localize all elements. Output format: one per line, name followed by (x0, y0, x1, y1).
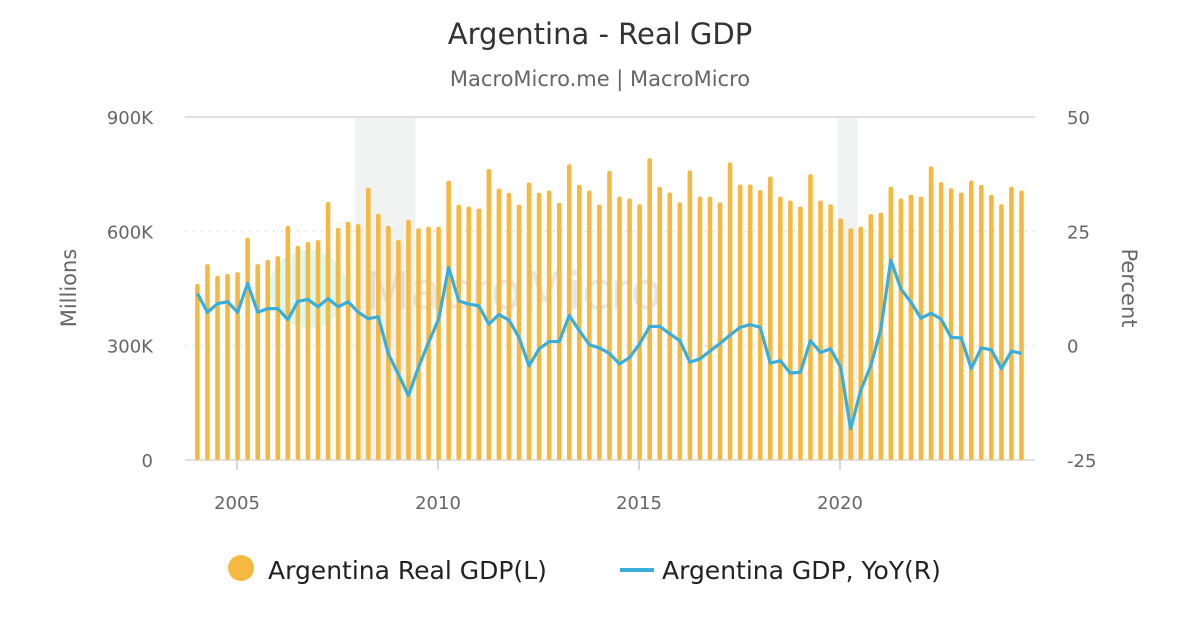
legend-label-yoy: Argentina GDP, YoY(R) (662, 556, 941, 585)
bar (999, 204, 1004, 460)
bar (899, 199, 904, 460)
bar (396, 240, 401, 460)
y-left-tick-label: 900K (107, 108, 154, 129)
bar (667, 192, 672, 460)
bar (567, 164, 572, 460)
bar (728, 162, 733, 460)
bar (356, 224, 361, 460)
bar (969, 181, 974, 460)
y-right-tick-label: 0 (1067, 337, 1078, 358)
legend-label-gdp: Argentina Real GDP(L) (268, 556, 547, 585)
y-right-tick-label: 50 (1067, 108, 1090, 129)
bar (477, 208, 482, 460)
chart-title: Argentina - Real GDP (448, 17, 752, 51)
bar (245, 238, 250, 460)
bar (758, 190, 763, 460)
bar (436, 227, 441, 460)
bar (949, 188, 954, 460)
bar (688, 170, 693, 460)
bar (788, 200, 793, 460)
bar (1009, 187, 1014, 460)
y-left-tick-label: 600K (107, 222, 154, 243)
bar (296, 246, 301, 460)
legend-item-yoy[interactable]: Argentina GDP, YoY(R) (620, 556, 941, 585)
x-tick-label: 2020 (817, 493, 863, 514)
bar (748, 184, 753, 460)
bar (808, 174, 813, 460)
chart-subtitle: MacroMicro.me | MacroMicro (450, 67, 750, 92)
bar (889, 187, 894, 460)
bar (637, 204, 642, 460)
bar (617, 197, 622, 460)
bar (698, 197, 703, 460)
x-tick-label: 2005 (214, 493, 260, 514)
bar (366, 188, 371, 460)
bar (708, 197, 713, 460)
bar (406, 220, 411, 460)
y-left-axis-label: Millions (57, 249, 81, 328)
bar (487, 169, 492, 460)
bar (316, 240, 321, 460)
bar (587, 191, 592, 460)
bar (276, 256, 281, 460)
bar (798, 207, 803, 460)
y-right-tick-label: 25 (1067, 222, 1090, 243)
bar (507, 193, 512, 460)
bar (868, 214, 873, 460)
bar (768, 176, 773, 460)
bar (205, 264, 210, 460)
legend-bar-marker-icon (228, 555, 254, 581)
bar (577, 185, 582, 460)
bar (446, 181, 451, 460)
y-left-tick-label: 300K (107, 337, 154, 358)
bar (738, 184, 743, 460)
bar (537, 193, 542, 460)
bar (778, 197, 783, 460)
bar (828, 204, 833, 460)
legend-item-gdp[interactable]: Argentina Real GDP(L) (228, 555, 547, 585)
bar (597, 205, 602, 460)
bar (235, 272, 240, 460)
y-right-tick-label: -25 (1067, 451, 1096, 472)
bar (326, 202, 331, 460)
bar (647, 158, 652, 460)
bar (838, 218, 843, 460)
bar (265, 260, 270, 460)
bar (497, 189, 502, 460)
bar (909, 195, 914, 460)
bar (678, 202, 683, 460)
bar (456, 205, 461, 460)
x-tick-label: 2010 (415, 493, 461, 514)
bar (466, 207, 471, 460)
bar (1019, 191, 1024, 460)
bar (195, 284, 200, 460)
bar (919, 197, 924, 460)
bar (376, 214, 381, 460)
bar (416, 228, 421, 460)
bar (286, 226, 291, 460)
bar (336, 228, 341, 460)
y-left-tick-label: 0 (142, 451, 153, 472)
legend: Argentina Real GDP(L) Argentina GDP, YoY… (228, 555, 941, 585)
y-right-axis-label: Percent (1117, 248, 1141, 327)
bar (818, 200, 823, 460)
bar (346, 222, 351, 460)
bar (627, 199, 632, 460)
bar (989, 195, 994, 460)
bar (858, 227, 863, 460)
bar (657, 187, 662, 460)
bar (979, 185, 984, 460)
bar (527, 183, 532, 460)
bar (557, 203, 562, 460)
bar (718, 202, 723, 460)
bar-series (195, 158, 1024, 460)
bar (607, 171, 612, 460)
bar (547, 191, 552, 460)
bar (959, 192, 964, 460)
x-tick-label: 2015 (616, 493, 662, 514)
bar (306, 242, 311, 460)
bar (255, 264, 260, 460)
